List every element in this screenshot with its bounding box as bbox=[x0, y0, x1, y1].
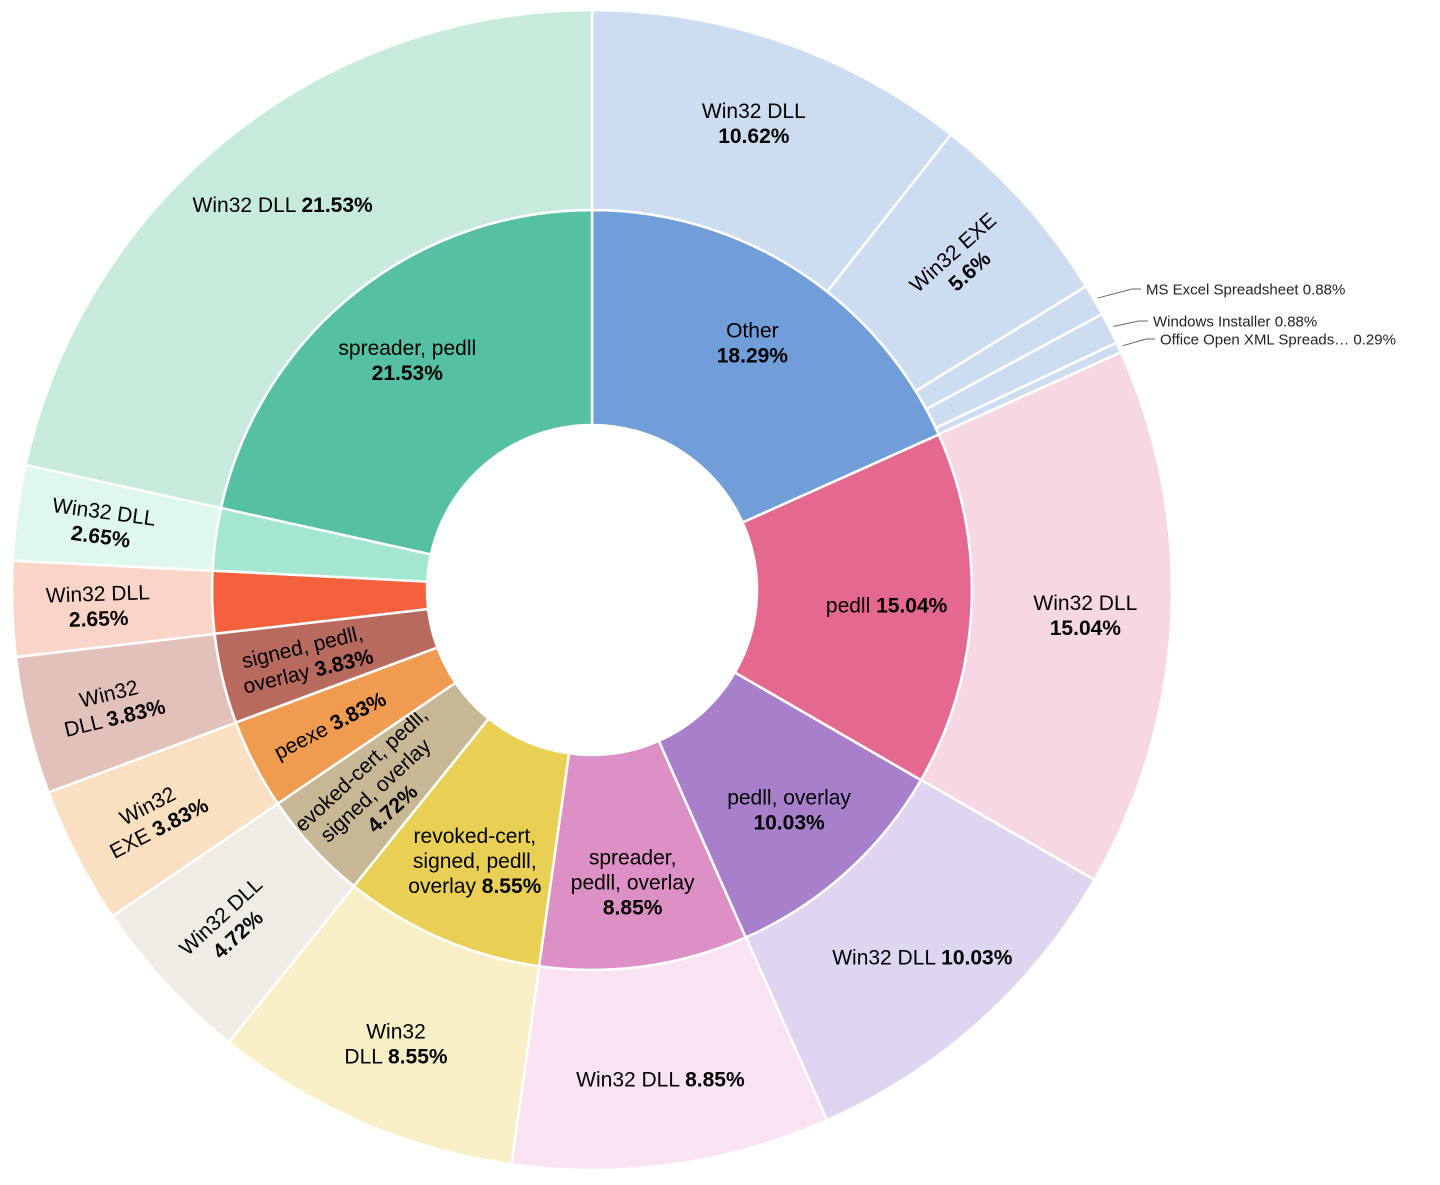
outside-segment-label: MS Excel Spreadsheet 0.88% bbox=[1146, 281, 1345, 298]
outer-segment-label: Win32 DLL 10.03% bbox=[832, 947, 1012, 970]
inner-segment-label: spreader, pedll 21.53% bbox=[338, 337, 476, 385]
outer-ring-segment[interactable] bbox=[919, 351, 1174, 882]
outer-segment-label: Win32 DLL 15.04% bbox=[1033, 592, 1137, 640]
outside-segment-label: Office Open XML Spreads… 0.29% bbox=[1160, 331, 1396, 348]
inner-segment-label: revoked-cert, signed, pedll, overlay 8.55% bbox=[408, 825, 541, 898]
outer-segment-label: Win32 DLL2.65% bbox=[46, 581, 151, 632]
outer-ring-segment[interactable] bbox=[24, 8, 594, 510]
leader-line bbox=[1122, 338, 1155, 347]
outer-segment-label: Win32 DLL 8.85% bbox=[576, 1069, 745, 1092]
leader-line bbox=[1097, 288, 1141, 299]
inner-segment-label: pedll, overlay 10.03% bbox=[727, 786, 851, 834]
inner-segment-label: spreader, pedll, overlay 8.85% bbox=[571, 847, 695, 920]
inner-segment-label: pedll 15.04% bbox=[826, 595, 948, 618]
outside-segment-label: Windows Installer 0.88% bbox=[1153, 313, 1317, 330]
outer-segment-label: Win32 DLL 10.62% bbox=[702, 100, 806, 148]
inner-segment-label: Other 18.29% bbox=[717, 319, 789, 367]
outer-segment-label: Win32 DLL 8.55% bbox=[344, 1020, 447, 1068]
leader-line bbox=[1113, 320, 1148, 327]
outer-segment-label: Win32 DLL 21.53% bbox=[193, 194, 373, 217]
